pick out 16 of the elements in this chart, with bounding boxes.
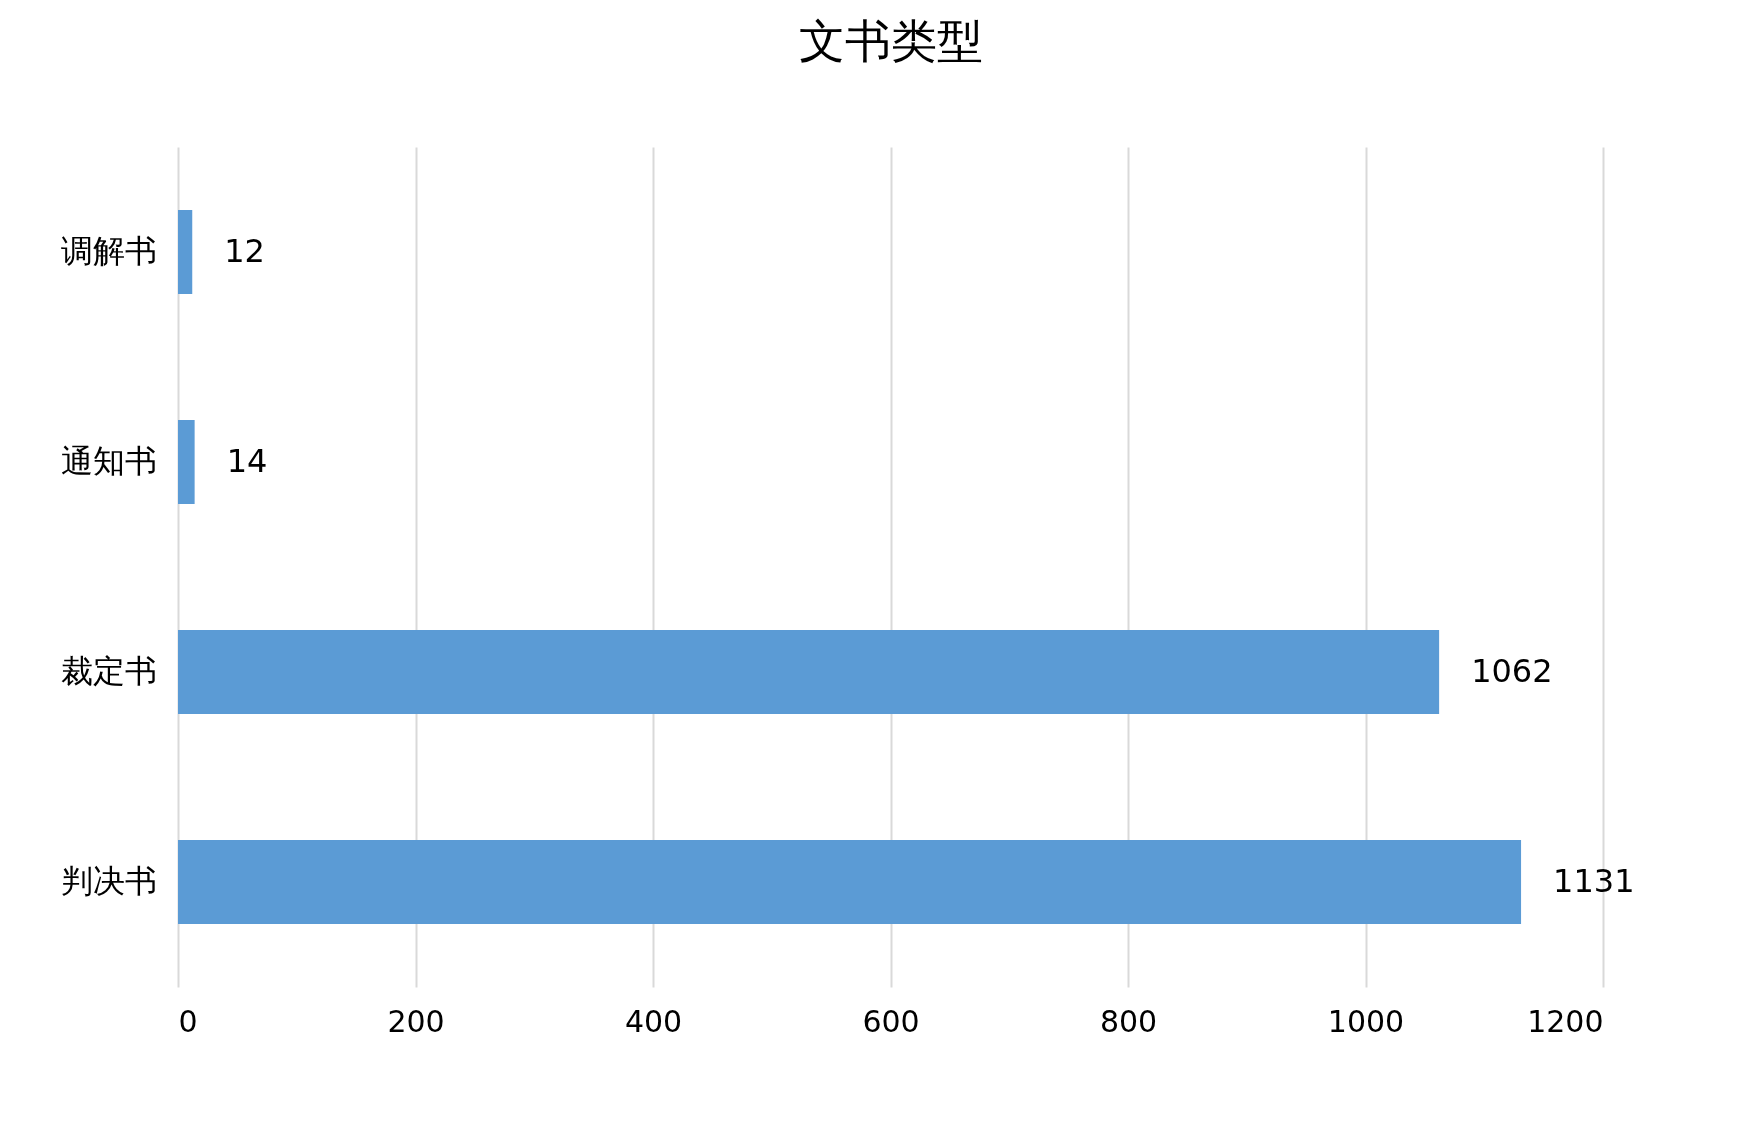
data-label: 12	[224, 232, 265, 270]
chart-title: 文书类型	[798, 16, 983, 67]
y-tick-label: 裁定书	[60, 653, 157, 689]
x-tick-label: 1200	[1527, 1003, 1604, 1039]
y-tick-label: 判决书	[60, 863, 157, 899]
x-tick-label: 400	[624, 1003, 683, 1039]
x-tick-label: 600	[862, 1003, 920, 1039]
x-tick-label: 200	[387, 1003, 445, 1039]
x-tick-label: 1000	[1327, 1003, 1405, 1039]
data-label: 1131	[1553, 862, 1635, 900]
y-tick-label: 通知书	[60, 443, 157, 479]
x-tick-label: 800	[1099, 1003, 1158, 1039]
data-label: 1062	[1471, 652, 1553, 690]
x-tick-label: 0	[178, 1003, 198, 1039]
y-tick-label: 调解书	[60, 233, 157, 269]
data-label: 14	[226, 442, 268, 480]
